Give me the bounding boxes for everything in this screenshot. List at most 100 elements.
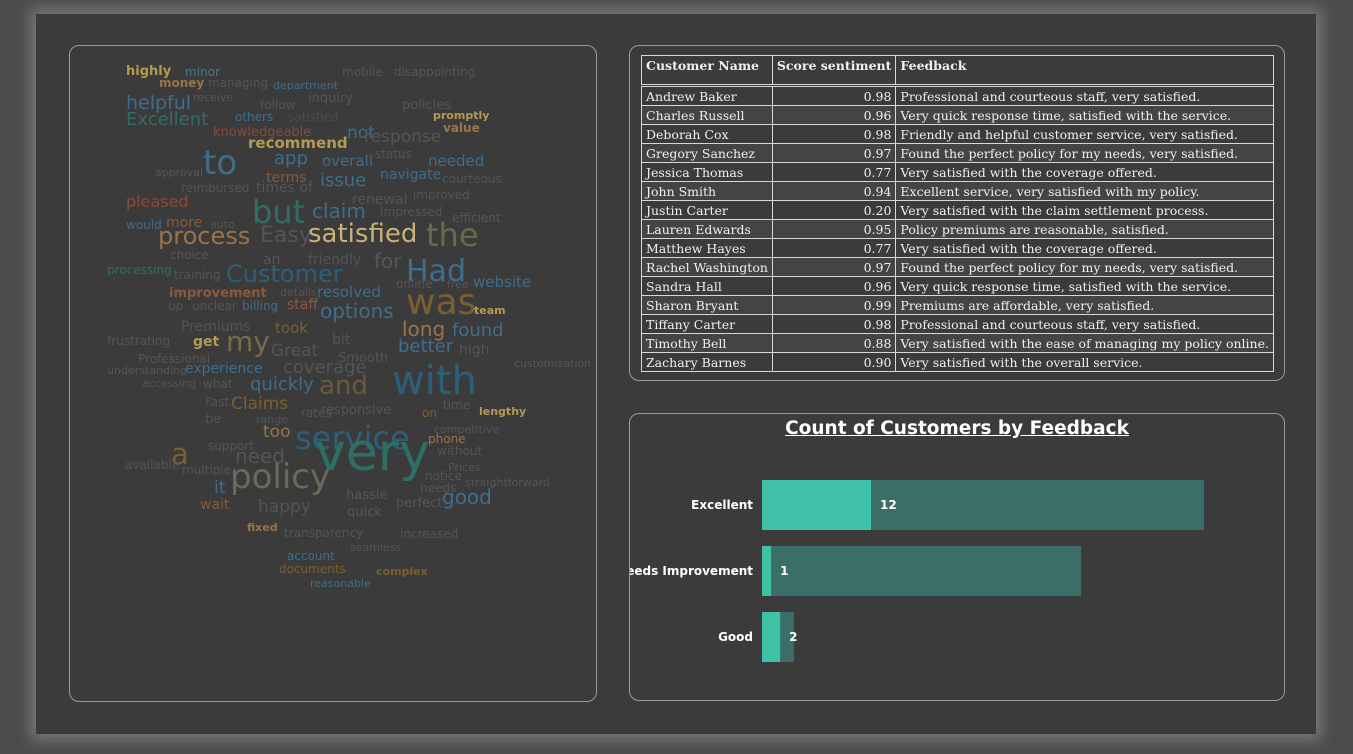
word-cloud-word: wait bbox=[200, 497, 230, 513]
word-cloud-word: found bbox=[452, 320, 504, 341]
word-cloud-word: Premiums bbox=[181, 319, 251, 335]
word-cloud-word: be bbox=[205, 412, 221, 427]
cell-feedback: Friendly and helpful customer service, v… bbox=[895, 124, 1274, 144]
cell-feedback: Policy premiums are reasonable, satisfie… bbox=[895, 219, 1274, 239]
word-cloud-word: recommend bbox=[248, 134, 348, 152]
bar-good[interactable] bbox=[762, 612, 781, 662]
word-cloud-word: disappointing bbox=[394, 65, 475, 79]
cell-feedback: Premiums are affordable, very satisfied. bbox=[895, 295, 1274, 315]
column-header-customer-name[interactable]: Customer Name bbox=[641, 55, 773, 86]
table-row[interactable]: Gregory Sanchez 0.97 Found the perfect pol… bbox=[641, 143, 1274, 163]
word-cloud-word: bit bbox=[332, 332, 351, 348]
word-cloud-word: online bbox=[396, 277, 433, 291]
word-cloud-word: improved bbox=[413, 188, 470, 202]
table-row[interactable]: Matthew Hayes 0.77 Very satisfied with the… bbox=[641, 238, 1274, 258]
word-cloud-word: very bbox=[315, 423, 430, 483]
word-cloud-word: straightforward bbox=[465, 476, 550, 489]
word-cloud-word: an bbox=[263, 252, 280, 268]
word-cloud-word: money bbox=[159, 76, 204, 90]
word-cloud-word: notice bbox=[425, 469, 462, 483]
cell-feedback: Very quick response time, satisfied with… bbox=[895, 105, 1274, 125]
cell-feedback: Very quick response time, satisfied with… bbox=[895, 276, 1274, 296]
table-row[interactable]: Zachary Barnes 0.90 Very satisfied with th… bbox=[641, 352, 1274, 372]
word-cloud-word: reasonable bbox=[310, 577, 371, 590]
word-cloud-word: efficient bbox=[452, 211, 501, 225]
word-cloud-word: needed bbox=[428, 152, 484, 170]
word-cloud-word: long bbox=[402, 317, 445, 341]
cell-feedback: Very satisfied with the claim settlement… bbox=[895, 200, 1274, 220]
word-cloud-word: my bbox=[226, 325, 270, 358]
word-cloud-word: lengthy bbox=[479, 405, 526, 418]
cell-feedback: Professional and courteous staff, very s… bbox=[895, 85, 1274, 106]
word-cloud-word: transparency bbox=[284, 526, 363, 540]
table-row[interactable]: Sharon Bryant 0.99 Premiums are affordable… bbox=[641, 295, 1274, 315]
cell-customer-name: Tiffany Carter bbox=[641, 314, 773, 334]
word-cloud-word: reimbursed bbox=[181, 181, 249, 195]
table-row[interactable]: Charles Russell 0.96 Very quick response t… bbox=[641, 105, 1274, 125]
word-cloud-panel[interactable]: highly minor mobile disappointing money manag… bbox=[69, 45, 597, 702]
cell-customer-name: Lauren Edwards bbox=[641, 219, 773, 239]
word-cloud-word: Fast bbox=[205, 395, 229, 409]
column-header-score-sentiment[interactable]: Score sentiment bbox=[771, 55, 897, 86]
cell-customer-name: Gregory Sanchez bbox=[641, 143, 773, 163]
table-row[interactable]: John Smith 0.94 Excellent service, very sa… bbox=[641, 181, 1274, 201]
word-cloud-word: range bbox=[256, 413, 288, 426]
word-cloud-word: responsive bbox=[321, 403, 391, 418]
cell-feedback: Very satisfied with the coverage offered… bbox=[895, 238, 1274, 258]
word-cloud-word: it bbox=[214, 478, 226, 498]
word-cloud-word: policy bbox=[230, 457, 330, 497]
word-cloud-word: details bbox=[280, 286, 317, 299]
table-body: Andrew Baker 0.98 Professional and courteo… bbox=[641, 85, 1274, 372]
bar-needs-improvement[interactable] bbox=[762, 546, 772, 596]
word-cloud-word: was bbox=[406, 282, 476, 323]
cell-score-sentiment: 0.88 bbox=[771, 333, 897, 353]
word-cloud-word: Excellent bbox=[126, 109, 208, 130]
word-cloud-word: frustrating bbox=[107, 334, 170, 348]
word-cloud-word: support bbox=[208, 439, 254, 453]
cell-customer-name: Jessica Thomas bbox=[641, 162, 773, 182]
word-cloud-word: status bbox=[375, 147, 412, 161]
word-cloud-word: quick bbox=[347, 505, 382, 520]
table-row[interactable]: Tiffany Carter 0.98 Professional and court… bbox=[641, 314, 1274, 334]
word-cloud-word: but bbox=[252, 193, 305, 231]
cell-score-sentiment: 0.90 bbox=[771, 352, 897, 372]
word-cloud-word: navigate bbox=[380, 167, 441, 183]
word-cloud-word: billing bbox=[242, 299, 278, 313]
word-cloud-word: website bbox=[473, 273, 531, 291]
bar-track bbox=[762, 546, 1082, 596]
table-row[interactable]: Lauren Edwards 0.95 Policy premiums are re… bbox=[641, 219, 1274, 239]
feedback-count-chart-panel[interactable]: Count of Customers by Feedback Excellent… bbox=[629, 413, 1285, 701]
word-cloud-word: competitive bbox=[434, 423, 499, 436]
column-header-feedback[interactable]: Feedback bbox=[895, 55, 1274, 86]
table-row[interactable]: Deborah Cox 0.98 Friendly and helpful cust… bbox=[641, 124, 1274, 144]
word-cloud-word: process bbox=[158, 222, 250, 250]
word-cloud-word: inquiry bbox=[308, 91, 353, 106]
cell-feedback: Very satisfied with the coverage offered… bbox=[895, 162, 1274, 182]
word-cloud-word: Prices bbox=[448, 461, 481, 474]
word-cloud-word: more bbox=[166, 215, 202, 231]
word-cloud-word: up bbox=[168, 299, 183, 313]
word-cloud-word: without bbox=[437, 444, 482, 458]
word-cloud-word: overall bbox=[322, 152, 373, 170]
table-row[interactable]: Rachel Washington 0.97 Found the perfect p… bbox=[641, 257, 1274, 277]
cell-score-sentiment: 0.96 bbox=[771, 276, 897, 296]
word-cloud-word: helpful bbox=[126, 92, 191, 114]
feedback-table-panel[interactable]: Customer Name Score sentiment Feedback A… bbox=[629, 45, 1285, 381]
cell-score-sentiment: 0.98 bbox=[771, 85, 897, 106]
cell-feedback: Very satisfied with the overall service. bbox=[895, 352, 1274, 372]
word-cloud-word: mobile bbox=[342, 65, 383, 79]
word-cloud-word: multiple bbox=[182, 463, 231, 477]
table-row[interactable]: Timothy Bell 0.88 Very satisfied with the … bbox=[641, 333, 1274, 353]
bar-excellent[interactable] bbox=[762, 480, 871, 530]
word-cloud-word: unclear bbox=[192, 299, 237, 313]
word-cloud-word: free bbox=[447, 278, 469, 291]
word-cloud-word: get bbox=[193, 334, 220, 350]
word-cloud-word: rates bbox=[301, 406, 332, 420]
table-row[interactable]: Justin Carter 0.20 Very satisfied with the… bbox=[641, 200, 1274, 220]
table-row[interactable]: Sandra Hall 0.96 Very quick response time,… bbox=[641, 276, 1274, 296]
word-cloud-word: highly bbox=[126, 64, 172, 79]
word-cloud-word: promptly bbox=[433, 109, 489, 122]
word-cloud-word: satisfied bbox=[288, 110, 338, 124]
table-row[interactable]: Jessica Thomas 0.77 Very satisfied with th… bbox=[641, 162, 1274, 182]
table-row[interactable]: Andrew Baker 0.98 Professional and courteo… bbox=[641, 85, 1274, 106]
